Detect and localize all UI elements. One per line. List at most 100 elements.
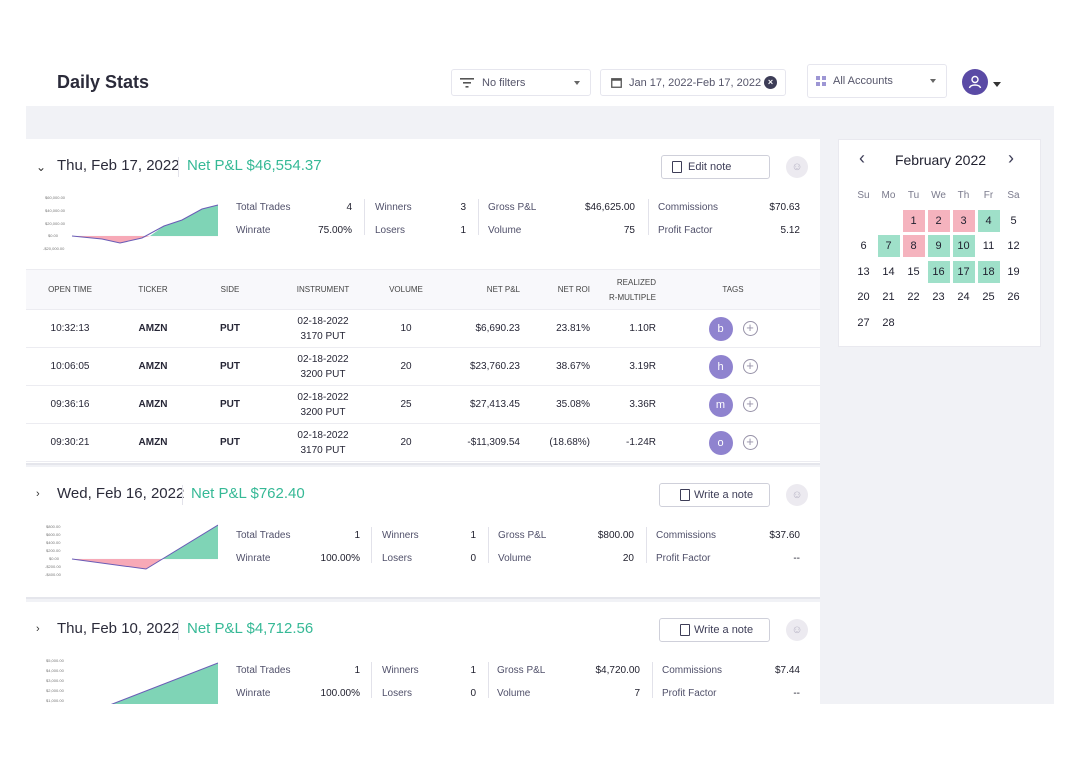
- date-range-picker[interactable]: Jan 17, 2022-Feb 17, 2022 ×: [600, 69, 786, 96]
- add-tag-icon[interactable]: +: [742, 359, 758, 374]
- calendar-day[interactable]: 23: [932, 291, 945, 304]
- table-row[interactable]: 10:06:05 AMZN PUT 02-18-2022 3200 PUT 20 …: [26, 347, 820, 386]
- accounts-dropdown[interactable]: All Accounts: [807, 64, 947, 98]
- spark-tick: $20,000.00: [45, 221, 66, 226]
- calendar-day[interactable]: 12: [1007, 240, 1020, 253]
- spark-tick: -$20,000.00: [43, 246, 65, 251]
- tag-badge[interactable]: m: [708, 392, 733, 417]
- day-header[interactable]: ⌄ Thu, Feb 17, 2022 Net P&L $46,554.37 E…: [26, 139, 820, 195]
- cell-r-multiple: 3.36R: [598, 385, 670, 424]
- write-note-button[interactable]: Write a note: [659, 618, 770, 642]
- stat-winners: Winners 3: [375, 202, 466, 213]
- calendar-day[interactable]: 25: [982, 291, 995, 304]
- share-icon[interactable]: ☺: [786, 156, 808, 178]
- calendar-day[interactable]: 14: [882, 265, 895, 278]
- share-icon[interactable]: ☺: [786, 619, 808, 641]
- cell-side: PUT: [192, 347, 268, 386]
- calendar-day[interactable]: 5: [1010, 214, 1017, 227]
- stat-profit-factor: Profit Factor --: [662, 688, 800, 699]
- expand-chevron-icon[interactable]: ›: [36, 488, 40, 500]
- col-side[interactable]: SIDE: [192, 269, 268, 310]
- user-icon: [968, 75, 982, 89]
- day-title: Wed, Feb 16, 2022: [57, 485, 185, 502]
- day-card-feb-17: ⌄ Thu, Feb 17, 2022 Net P&L $46,554.37 E…: [26, 139, 820, 465]
- user-avatar[interactable]: [962, 69, 988, 95]
- col-r-multiple-line1: REALIZED: [616, 277, 656, 287]
- share-icon[interactable]: ☺: [786, 484, 808, 506]
- table-row[interactable]: 09:36:16 AMZN PUT 02-18-2022 3200 PUT 25 …: [26, 385, 820, 424]
- calendar-day[interactable]: 24: [957, 291, 970, 304]
- calendar-day[interactable]: 22: [907, 291, 920, 304]
- col-volume[interactable]: VOLUME: [378, 269, 434, 310]
- calendar-day[interactable]: 15: [907, 265, 920, 278]
- calendar-empty-cell: [878, 210, 900, 232]
- stat-gross-pnl: Gross P&L $800.00: [498, 530, 634, 541]
- col-instrument[interactable]: INSTRUMENT: [268, 269, 378, 310]
- write-note-button[interactable]: Write a note: [659, 483, 770, 507]
- note-button-label: Write a note: [694, 489, 754, 501]
- stat-commissions: Commissions $7.44: [662, 665, 800, 676]
- col-open-time[interactable]: OPEN TIME: [26, 269, 114, 310]
- calendar-day[interactable]: 27: [857, 316, 870, 329]
- calendar-day[interactable]: 11: [982, 240, 995, 253]
- trades-table: OPEN TIME TICKER SIDE INSTRUMENT VOLUME …: [26, 269, 820, 462]
- calendar-day[interactable]: 8: [902, 235, 925, 258]
- tag-badge[interactable]: o: [708, 430, 733, 455]
- expand-chevron-icon[interactable]: ›: [36, 623, 40, 635]
- col-tags[interactable]: TAGS: [670, 269, 820, 310]
- calendar-day[interactable]: 10: [952, 235, 975, 258]
- calendar-day[interactable]: 1: [902, 209, 925, 232]
- tag-badge[interactable]: h: [708, 354, 733, 379]
- table-row[interactable]: 10:32:13 AMZN PUT 02-18-2022 3170 PUT 10 …: [26, 309, 820, 348]
- cell-r-multiple: -1.24R: [598, 423, 670, 462]
- divider: [364, 199, 365, 235]
- stat-winners: Winners 1: [382, 530, 476, 541]
- spark-tick: $600.00: [46, 532, 61, 537]
- col-ticker[interactable]: TICKER: [114, 269, 192, 310]
- calendar-day[interactable]: 21: [882, 291, 895, 304]
- calendar-day[interactable]: 2: [927, 209, 950, 232]
- calendar-day[interactable]: 9: [927, 235, 950, 258]
- note-icon: [680, 624, 690, 636]
- calendar-day[interactable]: 18: [977, 260, 1000, 283]
- cell-open-time: 09:30:21: [26, 423, 114, 462]
- filters-dropdown[interactable]: No filters: [451, 69, 591, 96]
- app-window: Daily Stats No filters Jan 17, 2022-Feb …: [26, 56, 1054, 704]
- tag-badge[interactable]: b: [708, 316, 733, 341]
- calendar-day[interactable]: 19: [1007, 265, 1020, 278]
- weekday-label: Fr: [983, 189, 994, 201]
- cell-tags: o +: [670, 423, 820, 462]
- calendar-day[interactable]: 13: [857, 265, 870, 278]
- day-header[interactable]: › Wed, Feb 16, 2022 Net P&L $762.40 Writ…: [26, 467, 820, 523]
- add-tag-icon[interactable]: +: [742, 397, 758, 412]
- calendar-day[interactable]: 26: [1007, 291, 1020, 304]
- next-month-icon[interactable]: ›: [1008, 148, 1014, 168]
- col-net-pnl[interactable]: NET P&L: [434, 269, 526, 310]
- col-net-roi[interactable]: NET ROI: [526, 269, 598, 310]
- col-r-multiple[interactable]: REALIZED R-MULTIPLE: [598, 269, 670, 310]
- calendar-day[interactable]: 17: [952, 260, 975, 283]
- stat-total-trades: Total Trades 4: [236, 202, 352, 213]
- table-row[interactable]: 09:30:21 AMZN PUT 02-18-2022 3170 PUT 20 …: [26, 423, 820, 462]
- calendar-day[interactable]: 6: [860, 240, 867, 253]
- collapse-chevron-icon[interactable]: ⌄: [36, 160, 47, 174]
- edit-note-button[interactable]: Edit note: [661, 155, 770, 179]
- day-header[interactable]: › Thu, Feb 10, 2022 Net P&L $4,712.56 Wr…: [26, 602, 820, 658]
- prev-month-icon[interactable]: ‹: [859, 148, 865, 168]
- clear-date-icon[interactable]: ×: [764, 76, 777, 89]
- table-header-row: OPEN TIME TICKER SIDE INSTRUMENT VOLUME …: [26, 269, 820, 310]
- calendar-day[interactable]: 28: [882, 316, 895, 329]
- stat-volume: Volume 75: [488, 225, 635, 236]
- calendar-day[interactable]: 7: [877, 235, 900, 258]
- calendar-day[interactable]: 20: [857, 291, 870, 304]
- calendar-day[interactable]: 16: [927, 260, 950, 283]
- calendar-day[interactable]: 3: [952, 209, 975, 232]
- add-tag-icon[interactable]: +: [742, 435, 758, 450]
- calendar-day[interactable]: 4: [977, 209, 1000, 232]
- avatar-menu-caret-icon[interactable]: [993, 82, 1001, 87]
- day-net-pnl: Net P&L $762.40: [191, 485, 305, 502]
- cell-instrument: 02-18-2022 3200 PUT: [268, 385, 378, 424]
- stat-gross-pnl: Gross P&L $46,625.00: [488, 202, 635, 213]
- add-tag-icon[interactable]: +: [742, 321, 758, 336]
- cell-open-time: 09:36:16: [26, 385, 114, 424]
